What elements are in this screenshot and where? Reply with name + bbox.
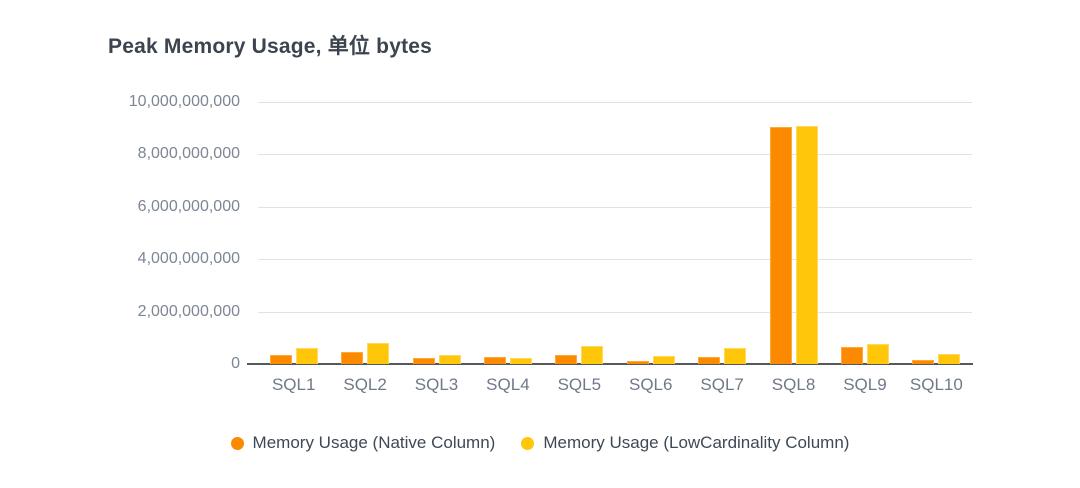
bar-groups <box>258 102 972 364</box>
bar-group-sql2 <box>329 102 400 364</box>
bar-sql6-lowcardinality[interactable] <box>652 355 675 364</box>
bar-sql4-native[interactable] <box>483 356 506 364</box>
gridline-6000000000 <box>258 206 972 208</box>
bar-group-sql5 <box>544 102 615 364</box>
gridline-8000000000 <box>258 154 972 156</box>
bar-sql7-lowcardinality[interactable] <box>724 348 747 364</box>
y-tick-label-2000000000: 2,000,000,000 <box>137 302 240 320</box>
bar-sql4-lowcardinality[interactable] <box>509 357 532 364</box>
x-tick-label-sql6: SQL6 <box>628 375 673 394</box>
bar-sql8-lowcardinality[interactable] <box>795 125 818 364</box>
x-axis-line <box>247 363 973 365</box>
y-tick-label-6000000000: 6,000,000,000 <box>137 197 240 215</box>
y-tick-label-0: 0 <box>231 355 240 372</box>
x-tick-label-sql2: SQL2 <box>343 375 387 394</box>
bar-group-sql3 <box>401 102 472 364</box>
gridline-10000000000 <box>258 102 972 103</box>
legend-dot-native <box>230 436 244 450</box>
bar-sql9-lowcardinality[interactable] <box>866 344 889 364</box>
bar-sql2-lowcardinality[interactable] <box>367 343 390 364</box>
x-tick-label-sql10: SQL10 <box>909 375 963 394</box>
x-tick-label-sql3: SQL3 <box>414 375 459 394</box>
y-tick-label-10000000000: 10,000,000,000 <box>128 93 240 110</box>
bar-sql3-lowcardinality[interactable] <box>438 354 461 364</box>
bar-sql1-lowcardinality[interactable] <box>295 348 318 364</box>
legend: Memory Usage (Native Column) Memory Usage… <box>0 433 1080 453</box>
bar-group-sql10 <box>901 102 972 364</box>
x-tick-label-sql7: SQL7 <box>700 375 744 394</box>
bar-sql6-native[interactable] <box>626 360 649 364</box>
x-tick-label-sql1: SQL1 <box>271 375 316 394</box>
bar-group-sql1 <box>258 102 329 364</box>
legend-label-lowcardinality: Memory Usage (LowCardinality Column) <box>543 433 850 452</box>
bar-sql5-native[interactable] <box>555 355 578 364</box>
bar-sql10-lowcardinality[interactable] <box>938 353 961 364</box>
bar-group-sql7 <box>686 102 757 364</box>
bar-sql8-native[interactable] <box>769 126 792 364</box>
bar-group-sql4 <box>472 102 543 364</box>
x-tick-label-sql5: SQL5 <box>557 375 602 394</box>
bar-sql9-native[interactable] <box>840 347 863 364</box>
legend-dot-lowcardinality <box>521 436 535 450</box>
bar-sql7-native[interactable] <box>698 356 721 364</box>
gridline-4000000000 <box>258 259 972 261</box>
gridline-2000000000 <box>258 311 972 313</box>
plot-area <box>247 102 973 365</box>
bar-group-sql8 <box>758 102 829 364</box>
chart-title: Peak Memory Usage, 单位 bytes <box>108 35 433 58</box>
y-axis-labels: 10,000,000,000 8,000,000,000 6,000,000,000… <box>0 93 240 372</box>
y-tick-label-8000000000: 8,000,000,000 <box>137 145 240 163</box>
legend-label-native: Memory Usage (Native Column) <box>252 433 496 452</box>
legend-item-native[interactable]: Memory Usage (Native Column) <box>230 433 496 453</box>
bar-sql5-lowcardinality[interactable] <box>581 345 604 364</box>
bar-sql10-native[interactable] <box>912 359 935 364</box>
x-tick-label-sql4: SQL4 <box>486 375 530 394</box>
y-tick-label-4000000000: 4,000,000,000 <box>137 250 240 268</box>
x-tick-label-sql8: SQL8 <box>771 375 816 394</box>
bar-group-sql6 <box>615 102 686 364</box>
legend-item-lowcardinality[interactable]: Memory Usage (LowCardinality Column) <box>521 433 849 453</box>
bar-group-sql9 <box>829 102 900 364</box>
bar-sql3-native[interactable] <box>412 357 435 364</box>
x-axis-labels: SQL1 SQL2 SQL3 SQL4 SQL5 SQL6 SQL7 SQL8 SQL9 SQL1… <box>258 375 972 395</box>
bar-sql2-native[interactable] <box>341 351 364 364</box>
x-tick-label-sql9: SQL9 <box>843 375 887 394</box>
bar-sql1-native[interactable] <box>269 355 292 364</box>
